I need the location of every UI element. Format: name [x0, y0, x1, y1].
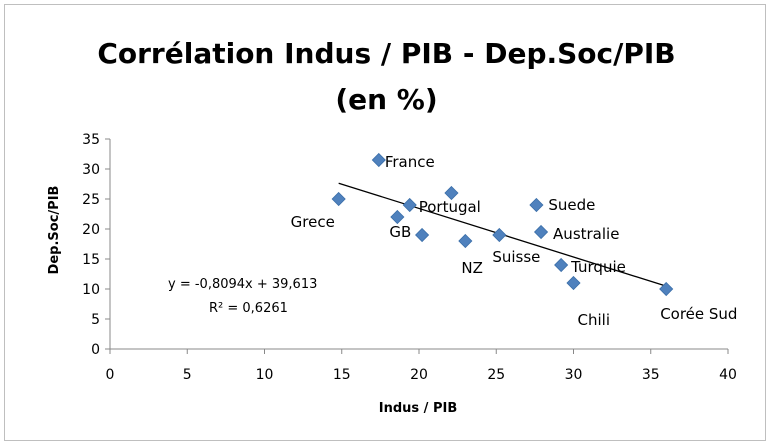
data-point — [415, 227, 430, 243]
y-tick-label: 15 — [82, 252, 100, 268]
point-label: Corée Sud — [660, 305, 737, 323]
x-tick-label: 40 — [719, 367, 737, 383]
trendline-r2: R² = 0,6261 — [209, 301, 288, 316]
data-point — [331, 191, 346, 207]
y-tick-label: 25 — [82, 192, 100, 208]
y-tick-label: 20 — [82, 222, 100, 238]
data-point — [566, 275, 581, 291]
point-label: Chili — [578, 311, 610, 329]
y-tick-label: 5 — [91, 312, 100, 328]
data-point — [659, 281, 674, 297]
data-point — [492, 227, 507, 243]
data-point — [444, 185, 459, 201]
x-tick-label: 25 — [487, 367, 505, 383]
x-tick-label: 30 — [565, 367, 583, 383]
data-point — [533, 224, 549, 240]
point-label: NZ — [461, 259, 483, 277]
x-tick-label: 0 — [106, 367, 115, 383]
data-point — [371, 152, 386, 168]
data-point — [458, 233, 473, 249]
data-point — [390, 209, 405, 225]
x-tick-label: 35 — [642, 367, 660, 383]
point-labels: Grece France GB Portugal NZ Suisse Suede Austra… — [291, 153, 738, 329]
point-label: Suede — [548, 196, 595, 214]
data-point — [402, 197, 417, 213]
data-point — [529, 197, 544, 213]
point-label: Australie — [553, 225, 619, 243]
y-tick-label: 0 — [91, 342, 100, 358]
axes — [105, 138, 729, 354]
point-label: Suisse — [492, 248, 540, 266]
chart-subtitle: (en %) — [335, 83, 438, 116]
point-label: GB — [389, 223, 411, 241]
data-point — [554, 257, 569, 273]
data-points — [331, 152, 674, 297]
point-label: Grece — [291, 213, 335, 231]
point-label: Turquie — [570, 258, 626, 276]
chart-title: Corrélation Indus / PIB - Dep.Soc/PIB — [97, 37, 676, 70]
y-tick-label: 35 — [82, 132, 100, 148]
trendline-equation: y = -0,8094x + 39,613 — [168, 277, 317, 292]
point-label: Portugal — [419, 198, 481, 216]
point-label: France — [385, 153, 435, 171]
tick-labels: 0 5 10 15 20 25 30 35 40 0 5 10 15 20 25 30 35 — [82, 132, 737, 383]
chart-area — [4, 4, 766, 441]
x-tick-label: 10 — [256, 367, 274, 383]
x-tick-label: 20 — [410, 367, 428, 383]
y-tick-label: 30 — [82, 162, 100, 178]
y-tick-label: 10 — [82, 282, 100, 298]
y-axis-title: Dep.Soc/PIB — [47, 186, 62, 275]
x-tick-label: 5 — [183, 367, 192, 383]
x-axis-title: Indus / PIB — [379, 401, 457, 416]
x-tick-label: 15 — [333, 367, 351, 383]
